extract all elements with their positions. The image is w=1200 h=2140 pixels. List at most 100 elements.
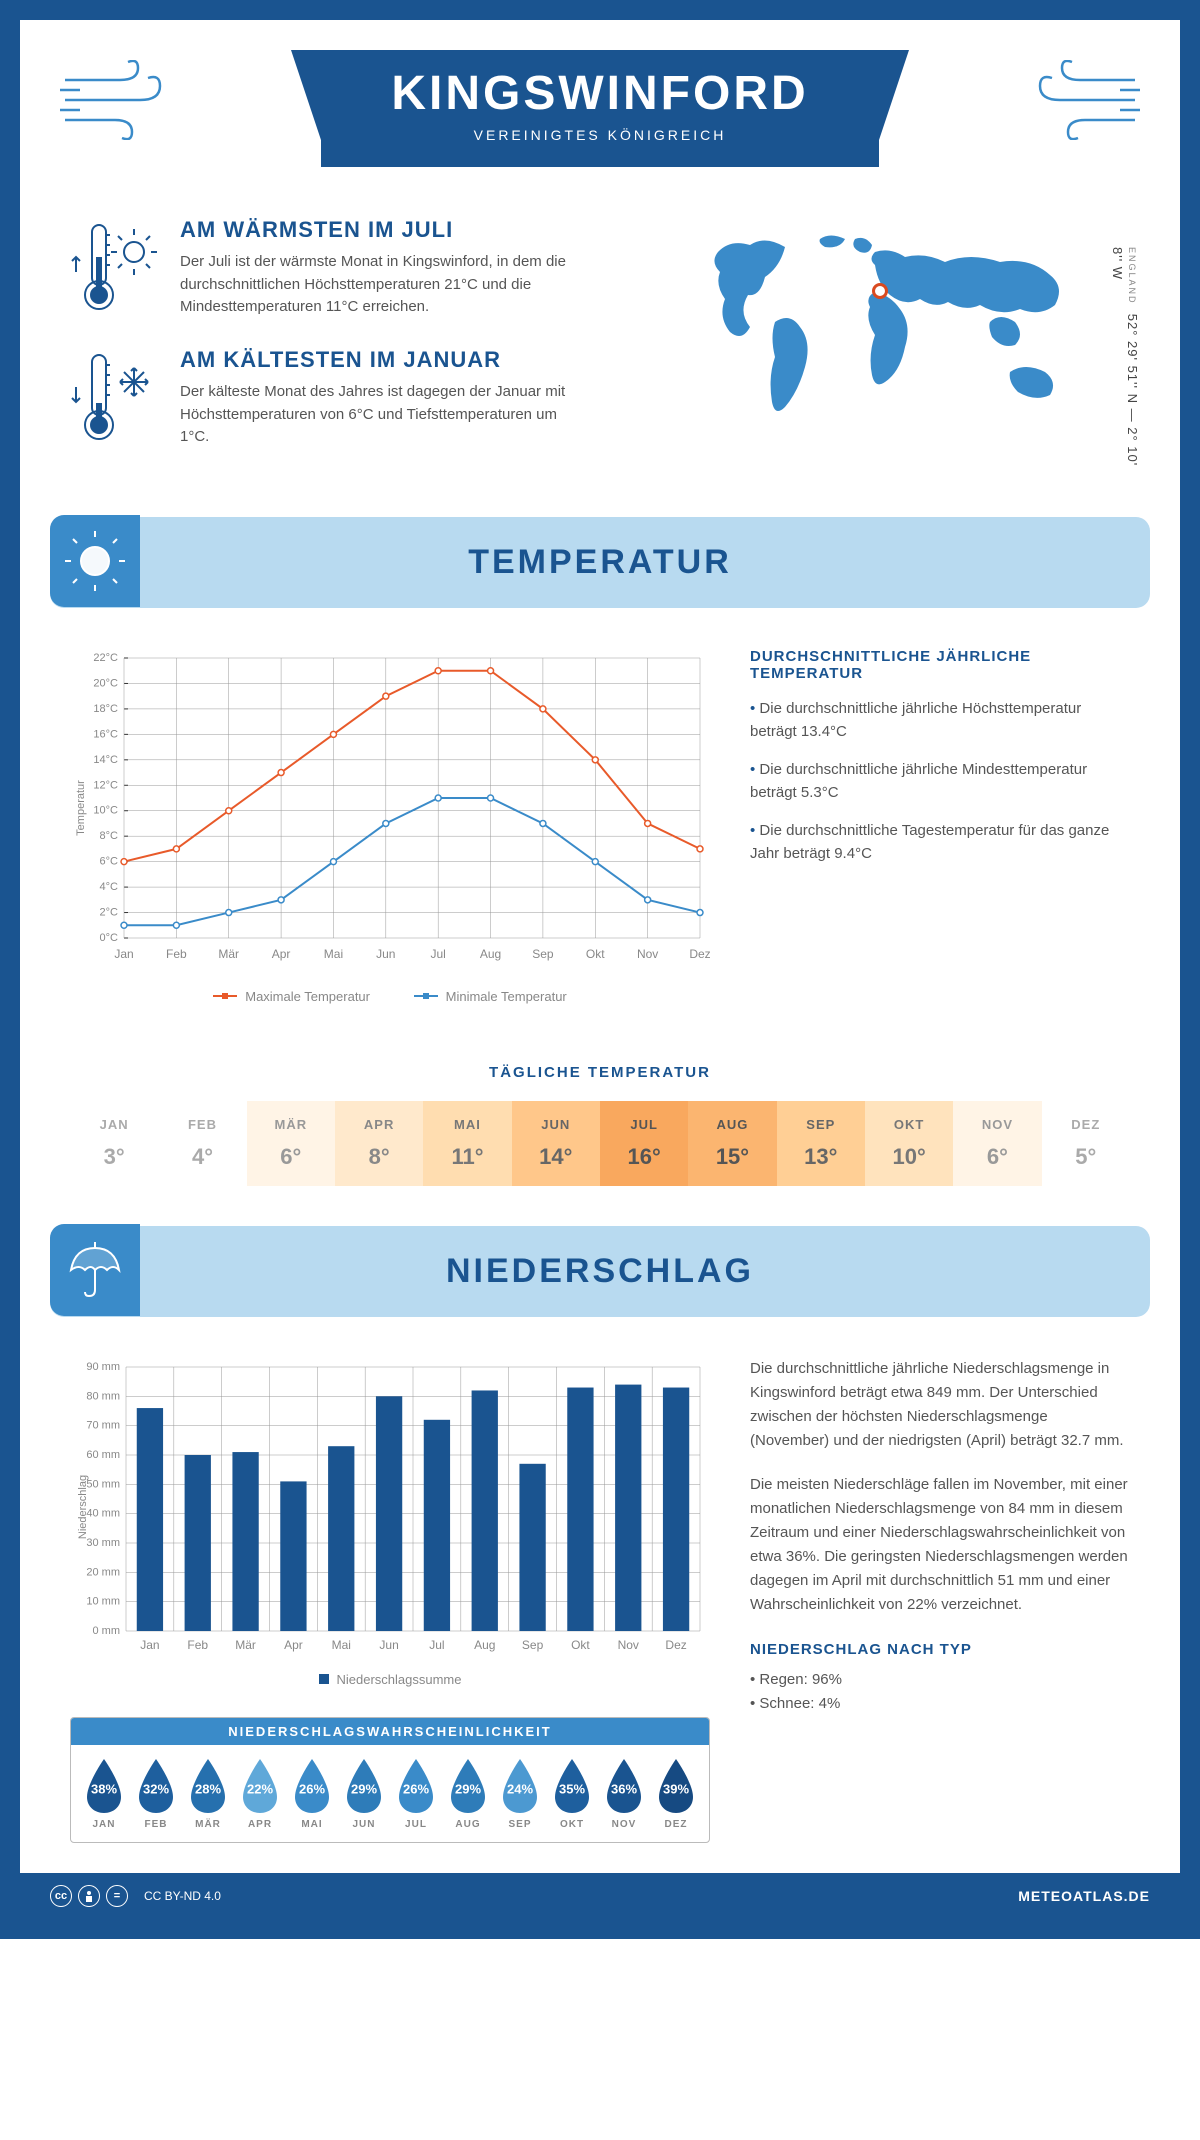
- svg-text:Temperatur: Temperatur: [75, 780, 87, 836]
- svg-text:Jul: Jul: [429, 1638, 444, 1652]
- svg-text:Mai: Mai: [324, 947, 343, 961]
- daily-temp-title: TÄGLICHE TEMPERATUR: [20, 1064, 1180, 1081]
- section-title: TEMPERATUR: [50, 543, 1150, 582]
- probability-drop: 26%MAI: [287, 1757, 337, 1830]
- daily-temp-cell: APR8°: [335, 1101, 423, 1186]
- probability-drop: 29%JUN: [339, 1757, 389, 1830]
- svg-text:Jul: Jul: [431, 947, 446, 961]
- svg-text:Jun: Jun: [379, 1638, 398, 1652]
- temp-info-item: Die durchschnittliche jährliche Mindestt…: [750, 759, 1130, 804]
- probability-drop: 29%AUG: [443, 1757, 493, 1830]
- svg-text:Apr: Apr: [284, 1638, 303, 1652]
- svg-text:22°C: 22°C: [93, 652, 118, 664]
- bar-legend: Niederschlagssumme: [337, 1672, 462, 1687]
- svg-text:0°C: 0°C: [100, 932, 119, 944]
- precipitation-bar-chart: 0 mm10 mm20 mm30 mm40 mm50 mm60 mm70 mm8…: [70, 1357, 710, 1687]
- by-icon: [78, 1885, 100, 1907]
- svg-text:Feb: Feb: [187, 1638, 208, 1652]
- svg-text:Sep: Sep: [532, 947, 554, 961]
- wind-icon: [60, 60, 180, 145]
- facts-row: AM WÄRMSTEN IM JULI Der Juli ist der wär…: [20, 187, 1180, 497]
- svg-text:Niederschlag: Niederschlag: [77, 1474, 89, 1538]
- temperature-line-chart: 0°C2°C4°C6°C8°C10°C12°C14°C16°C18°C20°C2…: [70, 648, 710, 1004]
- precip-info-panel: Die durchschnittliche jährliche Niedersc…: [750, 1357, 1130, 1843]
- thermometer-snow-icon: [70, 347, 160, 452]
- legend-min: Minimale Temperatur: [446, 989, 567, 1004]
- svg-text:60 mm: 60 mm: [86, 1449, 120, 1461]
- warmest-fact: AM WÄRMSTEN IM JULI Der Juli ist der wär…: [70, 217, 650, 322]
- daily-temp-cell: OKT10°: [865, 1101, 953, 1186]
- license-badges: cc = CC BY-ND 4.0: [50, 1885, 221, 1907]
- country-name: VEREINIGTES KÖNIGREICH: [391, 127, 808, 143]
- daily-temp-cell: MAI11°: [423, 1101, 511, 1186]
- coldest-title: AM KÄLTESTEN IM JANUAR: [180, 347, 580, 373]
- section-header-precip: NIEDERSCHLAG: [50, 1226, 1150, 1317]
- probability-drop: 35%OKT: [547, 1757, 597, 1830]
- license-text: CC BY-ND 4.0: [144, 1889, 221, 1903]
- umbrella-icon: [50, 1224, 140, 1316]
- sun-icon: [50, 515, 140, 607]
- svg-text:Apr: Apr: [272, 947, 291, 961]
- title-banner: KINGSWINFORD VEREINIGTES KÖNIGREICH: [321, 50, 878, 167]
- svg-text:40 mm: 40 mm: [86, 1507, 120, 1519]
- temp-info-item: Die durchschnittliche Tagestemperatur fü…: [750, 820, 1130, 865]
- daily-temp-cell: AUG15°: [688, 1101, 776, 1186]
- svg-text:16°C: 16°C: [93, 728, 118, 740]
- svg-text:Jun: Jun: [376, 947, 395, 961]
- coordinates: ENGLAND 52° 29' 51'' N — 2° 10' 8'' W: [1110, 247, 1140, 477]
- svg-text:8°C: 8°C: [100, 830, 119, 842]
- probability-drop: 39%DEZ: [651, 1757, 701, 1830]
- svg-text:Sep: Sep: [522, 1638, 544, 1652]
- coldest-text: Der kälteste Monat des Jahres ist dagege…: [180, 381, 580, 449]
- city-name: KINGSWINFORD: [391, 66, 808, 121]
- svg-text:Dez: Dez: [665, 1638, 686, 1652]
- probability-drop: 22%APR: [235, 1757, 285, 1830]
- svg-text:Jan: Jan: [140, 1638, 159, 1652]
- daily-temp-strip: JAN3°FEB4°MÄR6°APR8°MAI11°JUN14°JUL16°AU…: [70, 1101, 1130, 1186]
- probability-drop: 38%JAN: [79, 1757, 129, 1830]
- svg-text:80 mm: 80 mm: [86, 1390, 120, 1402]
- probability-drop: 28%MÄR: [183, 1757, 233, 1830]
- world-map: ENGLAND 52° 29' 51'' N — 2° 10' 8'' W: [690, 217, 1130, 477]
- svg-text:Dez: Dez: [689, 947, 710, 961]
- svg-text:Nov: Nov: [618, 1638, 639, 1652]
- daily-temp-cell: FEB4°: [158, 1101, 246, 1186]
- thermometer-sun-icon: [70, 217, 160, 322]
- probability-panel: NIEDERSCHLAGSWAHRSCHEINLICHKEIT 38%JAN32…: [70, 1717, 710, 1843]
- svg-text:Mai: Mai: [332, 1638, 351, 1652]
- svg-text:50 mm: 50 mm: [86, 1478, 120, 1490]
- nd-icon: =: [106, 1885, 128, 1907]
- site-name: METEOATLAS.DE: [1018, 1888, 1150, 1904]
- svg-text:Okt: Okt: [571, 1638, 590, 1652]
- temp-info-title: DURCHSCHNITTLICHE JÄHRLICHE TEMPERATUR: [750, 648, 1130, 682]
- coldest-fact: AM KÄLTESTEN IM JANUAR Der kälteste Mona…: [70, 347, 650, 452]
- daily-temp-cell: JUL16°: [600, 1101, 688, 1186]
- svg-text:Feb: Feb: [166, 947, 187, 961]
- probability-title: NIEDERSCHLAGSWAHRSCHEINLICHKEIT: [71, 1718, 709, 1745]
- daily-temp-cell: SEP13°: [777, 1101, 865, 1186]
- svg-text:Nov: Nov: [637, 947, 658, 961]
- section-header-temp: TEMPERATUR: [50, 517, 1150, 608]
- svg-text:Jan: Jan: [114, 947, 133, 961]
- svg-text:12°C: 12°C: [93, 779, 118, 791]
- temp-info-panel: DURCHSCHNITTLICHE JÄHRLICHE TEMPERATUR D…: [750, 648, 1130, 1004]
- svg-text:Okt: Okt: [586, 947, 605, 961]
- svg-text:70 mm: 70 mm: [86, 1419, 120, 1431]
- section-title: NIEDERSCHLAG: [50, 1252, 1150, 1291]
- svg-text:10 mm: 10 mm: [86, 1595, 120, 1607]
- warmest-text: Der Juli ist der wärmste Monat in Kingsw…: [180, 251, 580, 319]
- probability-drop: 36%NOV: [599, 1757, 649, 1830]
- probability-drop: 32%FEB: [131, 1757, 181, 1830]
- svg-text:4°C: 4°C: [100, 881, 119, 893]
- daily-temp-cell: JUN14°: [512, 1101, 600, 1186]
- daily-temp-cell: MÄR6°: [247, 1101, 335, 1186]
- svg-text:14°C: 14°C: [93, 754, 118, 766]
- precip-text-2: Die meisten Niederschläge fallen im Nove…: [750, 1473, 1130, 1617]
- svg-text:Mär: Mär: [218, 947, 239, 961]
- svg-text:20°C: 20°C: [93, 677, 118, 689]
- svg-text:30 mm: 30 mm: [86, 1537, 120, 1549]
- svg-text:20 mm: 20 mm: [86, 1566, 120, 1578]
- daily-temp-cell: DEZ5°: [1042, 1101, 1130, 1186]
- svg-text:Mär: Mär: [235, 1638, 256, 1652]
- legend-max: Maximale Temperatur: [245, 989, 370, 1004]
